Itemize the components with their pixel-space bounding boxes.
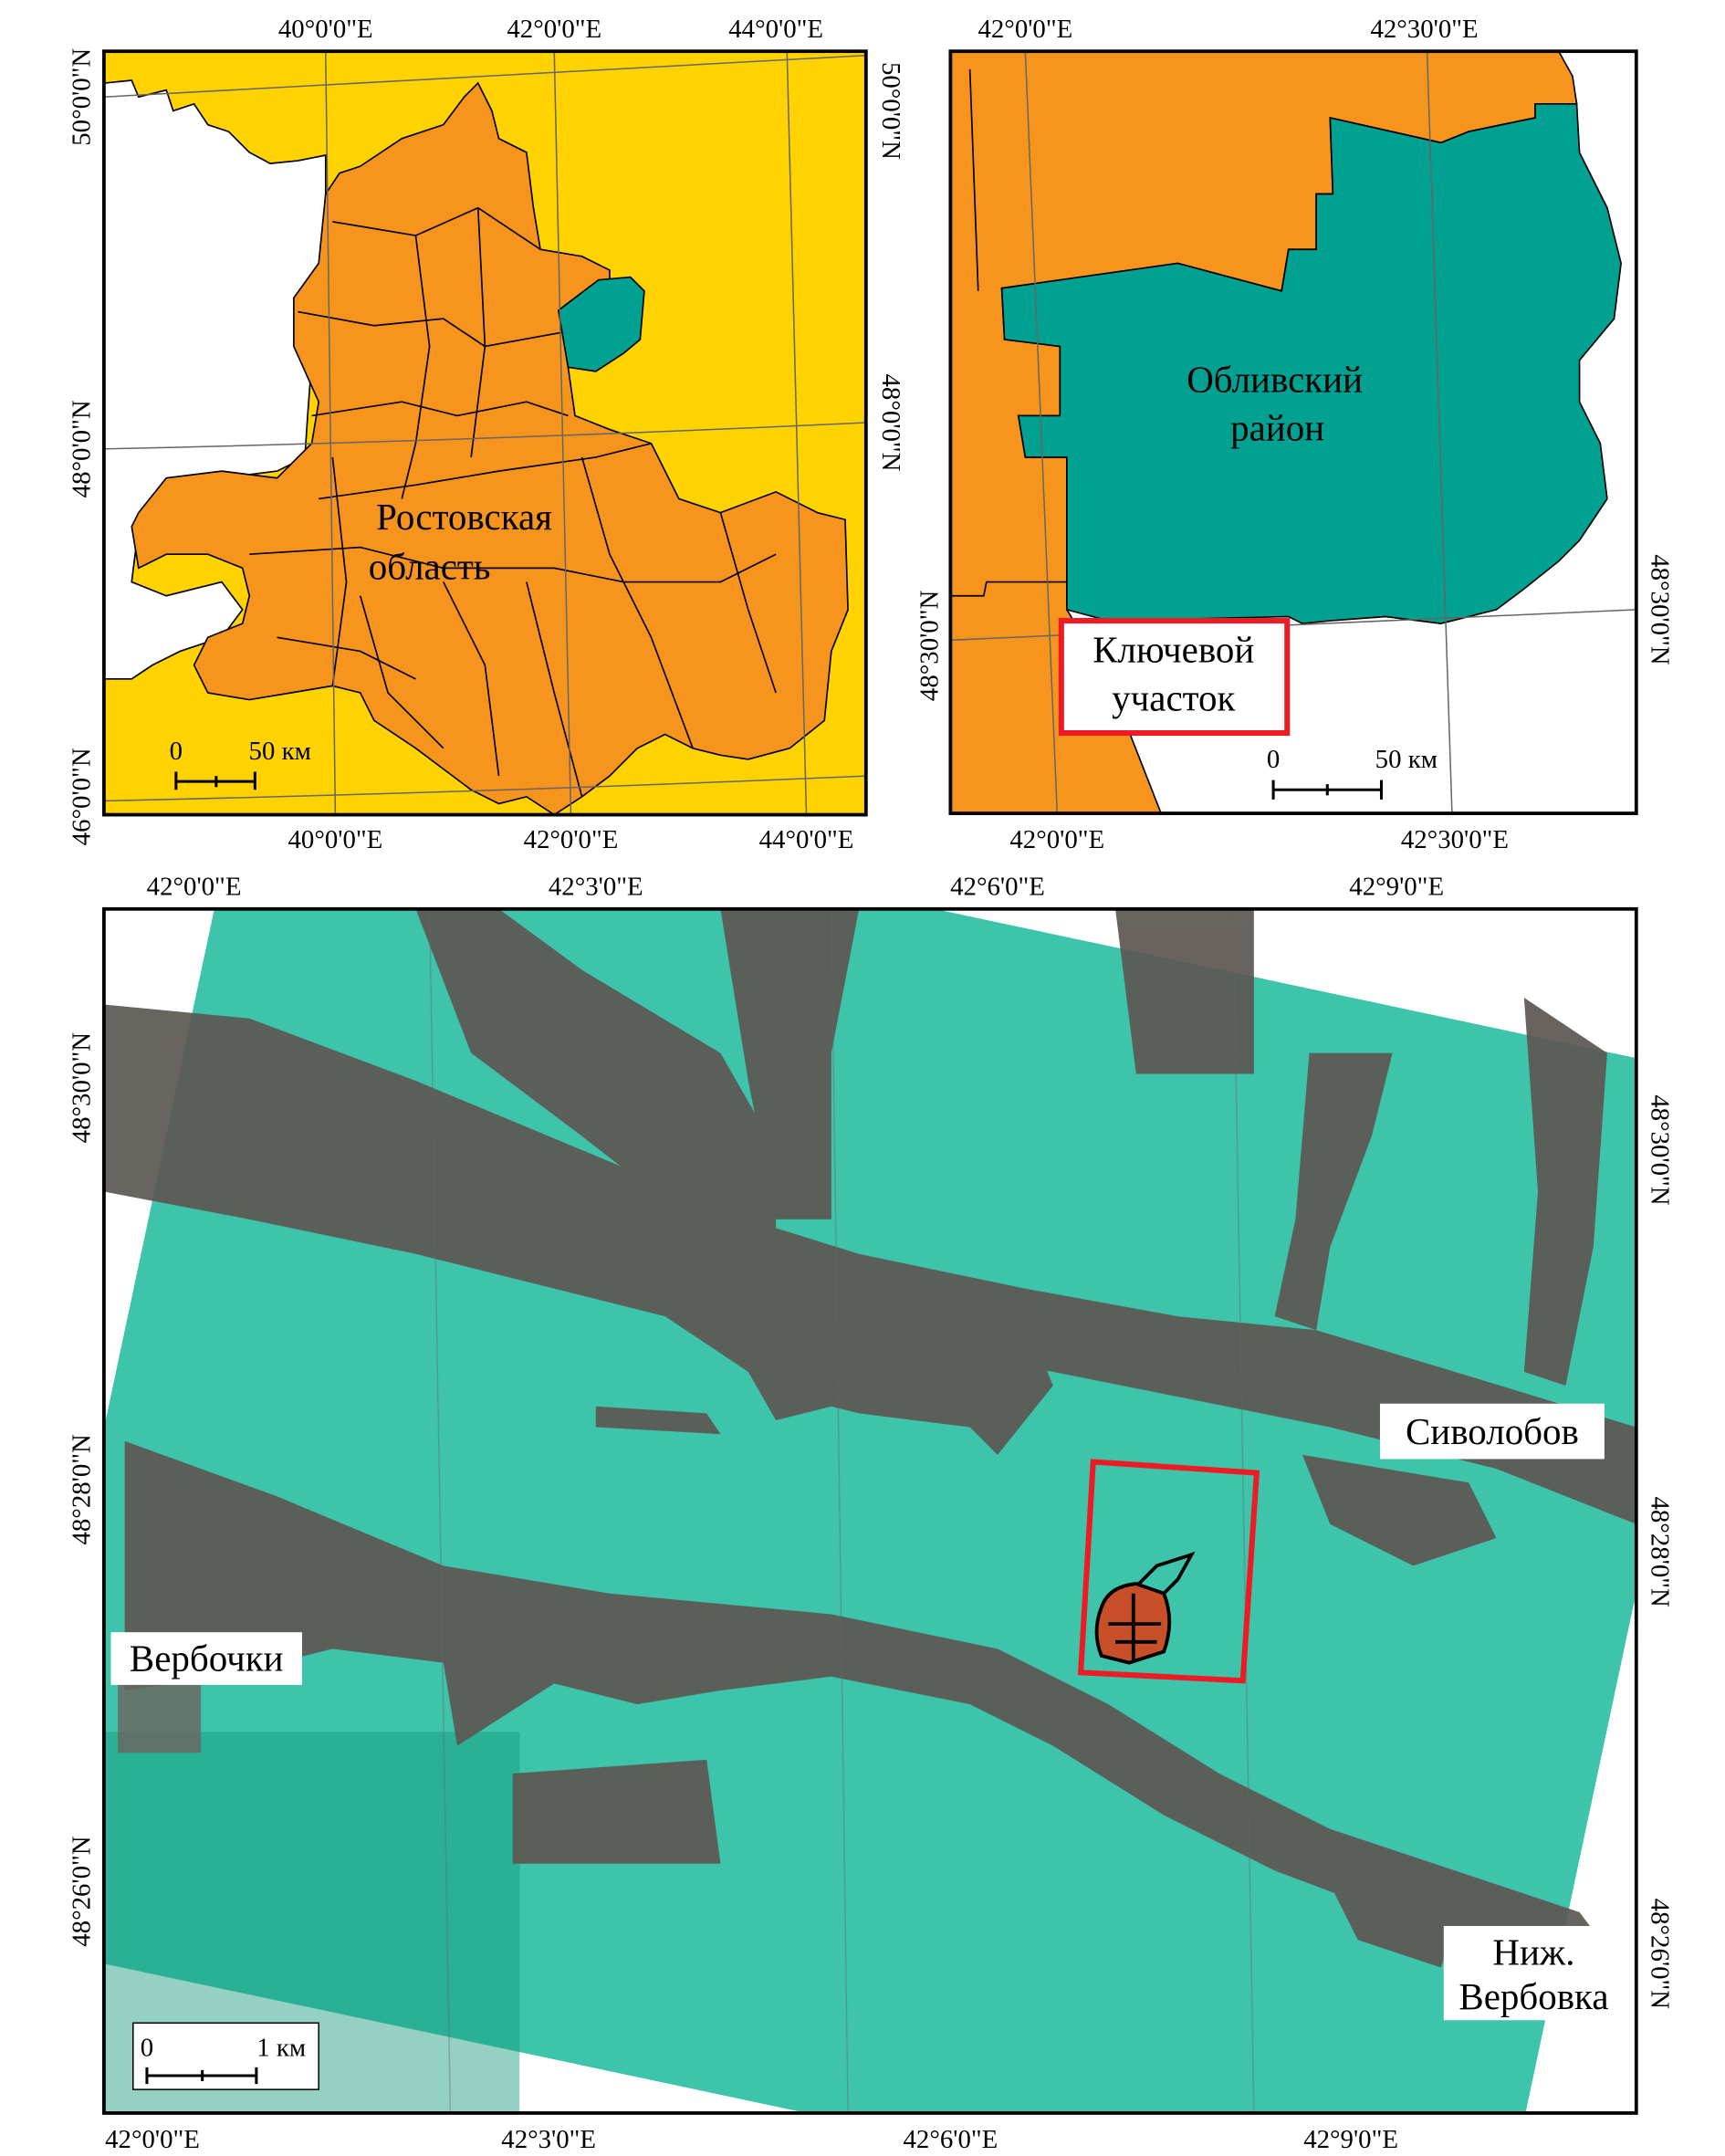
tick-top: 42°0'0"E	[507, 15, 601, 44]
scale-length: 1 км	[256, 2034, 306, 2063]
place-label-nizh-verbovka: Ниж. Вербовка	[1443, 1926, 1625, 2021]
district-label: Обливский	[1187, 359, 1363, 401]
tick-right: 48°28'0"N	[1645, 1496, 1674, 1607]
district-inset-map: 42°0'0"E 42°30'0"E 42°0'0"E 42°30'0"E 48…	[915, 15, 1675, 854]
tick-top: 42°3'0"E	[549, 873, 643, 902]
scale-length: 50 км	[1375, 745, 1438, 774]
tick-bottom: 44°0'0"E	[759, 825, 854, 854]
tick-left: 46°0'0"N	[68, 748, 97, 845]
valley-network	[103, 908, 1636, 1968]
oblivsky-district	[557, 276, 645, 372]
tick-bottom: 42°3'0"E	[501, 2125, 596, 2154]
tick-bottom: 42°0'0"E	[1009, 825, 1104, 854]
tick-top: 42°9'0"E	[1349, 873, 1444, 902]
key-area-box	[1058, 618, 1291, 737]
tick-bottom: 42°30'0"E	[1401, 825, 1509, 854]
tick-right: 48°26'0"N	[1645, 1899, 1674, 2010]
tick-left: 48°30'0"N	[68, 1032, 97, 1144]
tick-left: 48°30'0"N	[915, 591, 945, 702]
tick-bottom: 40°0'0"E	[288, 825, 383, 854]
tick-top: 42°0'0"E	[978, 15, 1072, 44]
scale-length: 50 км	[249, 737, 311, 766]
tick-right: 48°0'0"N	[876, 374, 905, 472]
scale-bar: 0 1 км	[132, 2022, 319, 2090]
tick-left: 48°28'0"N	[68, 1434, 97, 1545]
study-plot-outline	[1094, 1551, 1196, 1665]
region-label: область	[369, 546, 491, 588]
place-label-verbochki: Вербочки	[110, 1632, 302, 1685]
scale-bar: 0 50 км	[170, 737, 311, 790]
region-inset-map: 40°0'0"E 42°0'0"E 44°0'0"E 40°0'0"E 42°0…	[68, 15, 905, 854]
key-area-map: 42°0'0"E 42°3'0"E 42°6'0"E 42°9'0"E 42°0…	[68, 873, 1675, 2154]
key-area-label: участок	[1112, 677, 1235, 719]
place-name: Сиволобов	[1406, 1410, 1579, 1452]
tick-left: 48°26'0"N	[68, 1836, 97, 1947]
scale-bar: 0 50 км	[1267, 745, 1438, 800]
place-name: Вербовка	[1458, 1975, 1608, 2017]
key-area-label: Ключевой	[1092, 629, 1254, 671]
tick-top: 42°30'0"E	[1370, 15, 1478, 44]
scale-zero: 0	[141, 2034, 153, 2063]
tick-top: 42°6'0"E	[950, 873, 1045, 902]
scale-zero: 0	[170, 737, 183, 766]
place-name: Вербочки	[130, 1638, 284, 1680]
tick-bottom: 42°0'0"E	[105, 2125, 200, 2154]
tick-top: 44°0'0"E	[728, 15, 823, 44]
tick-right: 48°30'0"N	[1645, 1094, 1674, 1206]
district-boundaries	[249, 206, 777, 798]
tick-top: 42°0'0"E	[147, 873, 242, 902]
study-area-box	[1077, 1459, 1260, 1684]
district-label: район	[1230, 407, 1324, 449]
tick-left: 48°0'0"N	[68, 400, 97, 497]
oblivsky-district	[1000, 103, 1622, 624]
tick-left: 50°0'0"N	[68, 48, 97, 146]
tick-bottom: 42°9'0"E	[1303, 2125, 1398, 2154]
tick-top: 40°0'0"E	[278, 15, 373, 44]
place-name: Ниж.	[1492, 1931, 1574, 1973]
scale-zero: 0	[1267, 745, 1280, 774]
tick-bottom: 42°6'0"E	[904, 2125, 998, 2154]
place-label-sivolobov: Сиволобов	[1379, 1403, 1605, 1460]
tick-right: 50°0'0"N	[876, 62, 905, 160]
tick-right: 48°30'0"N	[1645, 554, 1674, 665]
tick-bottom: 42°0'0"E	[524, 825, 619, 854]
region-label: Ростовская	[376, 496, 552, 538]
